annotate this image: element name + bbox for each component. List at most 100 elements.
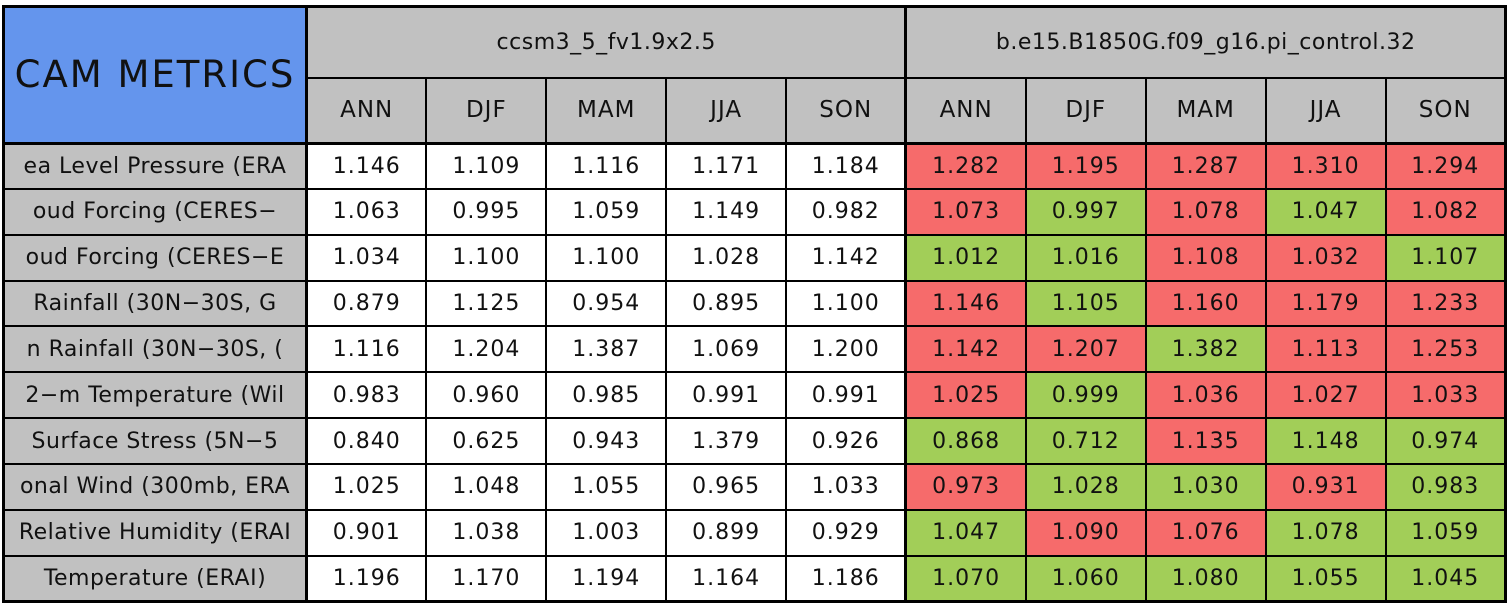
- table-row: Relative Humidity (ERAI 0.901 1.038 1.00…: [2, 508, 1507, 557]
- value-cell: 1.135: [1144, 417, 1267, 465]
- row-label: Rainfall (30N−30S, G: [2, 279, 308, 328]
- value-cell: 0.985: [545, 371, 668, 420]
- season-header-ann-1: ANN: [305, 76, 428, 145]
- value-cell: 1.125: [425, 279, 548, 328]
- value-cell: 1.034: [305, 233, 428, 282]
- value-cell: 1.146: [904, 279, 1027, 328]
- value-cell: 1.080: [1144, 554, 1267, 603]
- value-cell: 1.063: [305, 187, 428, 236]
- value-cell: 0.991: [785, 371, 907, 420]
- value-cell: 0.840: [305, 417, 428, 465]
- value-cell: 1.204: [425, 325, 548, 374]
- value-cell: 0.954: [545, 279, 668, 328]
- season-header-jja-2: JJA: [1264, 76, 1387, 145]
- value-cell: 1.113: [1264, 325, 1387, 374]
- value-cell: 0.974: [1384, 417, 1507, 465]
- value-cell: 1.082: [1384, 187, 1507, 236]
- value-cell: 0.625: [425, 417, 548, 465]
- table-row: oud Forcing (CERES− 1.063 0.995 1.059 1.…: [2, 187, 1507, 236]
- value-cell: 1.200: [785, 325, 907, 374]
- value-cell: 0.983: [305, 371, 428, 420]
- value-cell: 1.207: [1024, 325, 1147, 374]
- value-cell: 1.379: [665, 417, 788, 465]
- value-cell: 1.294: [1384, 142, 1507, 190]
- value-cell: 0.901: [305, 508, 428, 557]
- value-cell: 0.965: [665, 462, 788, 511]
- value-cell: 0.879: [305, 279, 428, 328]
- table-row: Surface Stress (5N−5 0.840 0.625 0.943 1…: [2, 417, 1507, 465]
- value-cell: 1.382: [1144, 325, 1267, 374]
- table-row: ea Level Pressure (ERA 1.146 1.109 1.116…: [2, 142, 1507, 190]
- value-cell: 1.073: [904, 187, 1027, 236]
- value-cell: 0.997: [1024, 187, 1147, 236]
- value-cell: 1.146: [305, 142, 428, 190]
- table-title-cell: CAM METRICS: [2, 5, 308, 145]
- value-cell: 1.016: [1024, 233, 1147, 282]
- value-cell: 1.030: [1144, 462, 1267, 511]
- value-cell: 1.105: [1024, 279, 1147, 328]
- season-header-son-1: SON: [785, 76, 907, 145]
- value-cell: 1.142: [785, 233, 907, 282]
- row-label: 2−m Temperature (Wil: [2, 371, 308, 420]
- value-cell: 1.160: [1144, 279, 1267, 328]
- table-row: Temperature (ERAI) 1.196 1.170 1.194 1.1…: [2, 554, 1507, 603]
- value-cell: 1.108: [1144, 233, 1267, 282]
- value-cell: 1.253: [1384, 325, 1507, 374]
- row-label: onal Wind (300mb, ERA: [2, 462, 308, 511]
- value-cell: 1.047: [1264, 187, 1387, 236]
- value-cell: 1.076: [1144, 508, 1267, 557]
- value-cell: 1.116: [305, 325, 428, 374]
- value-cell: 1.148: [1264, 417, 1387, 465]
- season-header-djf-1: DJF: [425, 76, 548, 145]
- value-cell: 0.960: [425, 371, 548, 420]
- value-cell: 1.107: [1384, 233, 1507, 282]
- value-cell: 1.028: [665, 233, 788, 282]
- season-header-ann-2: ANN: [904, 76, 1027, 145]
- value-cell: 1.012: [904, 233, 1027, 282]
- value-cell: 1.149: [665, 187, 788, 236]
- value-cell: 0.983: [1384, 462, 1507, 511]
- value-cell: 1.282: [904, 142, 1027, 190]
- season-header-son-2: SON: [1384, 76, 1507, 145]
- table-row: 2−m Temperature (Wil 0.983 0.960 0.985 0…: [2, 371, 1507, 420]
- value-cell: 1.055: [1264, 554, 1387, 603]
- value-cell: 1.194: [545, 554, 668, 603]
- value-cell: 0.926: [785, 417, 907, 465]
- value-cell: 1.196: [305, 554, 428, 603]
- value-cell: 1.060: [1024, 554, 1147, 603]
- value-cell: 1.033: [1384, 371, 1507, 420]
- value-cell: 1.003: [545, 508, 668, 557]
- cam-metrics-table: CAM METRICS ccsm3_5_fv1.9x2.5 b.e15.B185…: [2, 5, 1507, 603]
- season-header-mam-2: MAM: [1144, 76, 1267, 145]
- value-cell: 1.164: [665, 554, 788, 603]
- value-cell: 0.991: [665, 371, 788, 420]
- row-label: n Rainfall (30N−30S, (: [2, 325, 308, 374]
- value-cell: 1.310: [1264, 142, 1387, 190]
- value-cell: 1.100: [545, 233, 668, 282]
- value-cell: 1.033: [785, 462, 907, 511]
- value-cell: 1.100: [785, 279, 907, 328]
- table-row: oud Forcing (CERES−E 1.034 1.100 1.100 1…: [2, 233, 1507, 282]
- value-cell: 1.038: [425, 508, 548, 557]
- value-cell: 1.090: [1024, 508, 1147, 557]
- value-cell: 1.186: [785, 554, 907, 603]
- model-header-2: b.e15.B1850G.f09_g16.pi_control.32: [904, 5, 1507, 79]
- value-cell: 1.059: [545, 187, 668, 236]
- season-header-djf-2: DJF: [1024, 76, 1147, 145]
- row-label: ea Level Pressure (ERA: [2, 142, 308, 190]
- value-cell: 1.055: [545, 462, 668, 511]
- value-cell: 1.048: [425, 462, 548, 511]
- row-label: Relative Humidity (ERAI: [2, 508, 308, 557]
- value-cell: 0.899: [665, 508, 788, 557]
- value-cell: 1.195: [1024, 142, 1147, 190]
- value-cell: 1.059: [1384, 508, 1507, 557]
- row-label: oud Forcing (CERES−: [2, 187, 308, 236]
- value-cell: 0.943: [545, 417, 668, 465]
- value-cell: 0.973: [904, 462, 1027, 511]
- value-cell: 1.036: [1144, 371, 1267, 420]
- value-cell: 1.287: [1144, 142, 1267, 190]
- season-header-mam-1: MAM: [545, 76, 668, 145]
- value-cell: 1.170: [425, 554, 548, 603]
- value-cell: 0.895: [665, 279, 788, 328]
- value-cell: 1.032: [1264, 233, 1387, 282]
